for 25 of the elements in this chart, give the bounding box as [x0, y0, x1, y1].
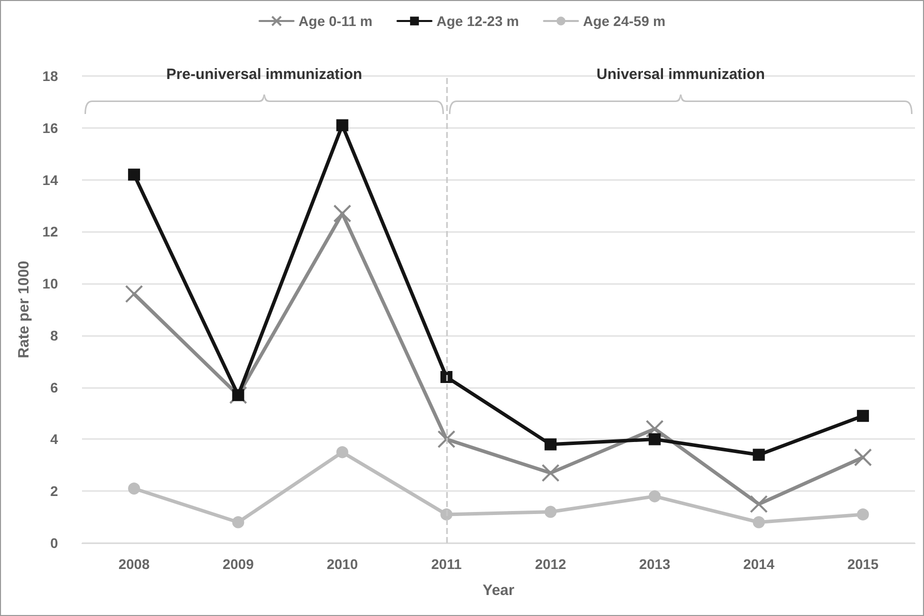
y-tick-label: 18 [42, 68, 58, 84]
x-tick-label: 2011 [431, 556, 462, 572]
x-tick-label: 2015 [847, 556, 879, 572]
x-tick-label: 2008 [118, 556, 150, 572]
y-tick-label: 16 [42, 120, 58, 136]
annotation: Pre-universal immunization [166, 66, 362, 83]
x-tick-label: 2010 [326, 556, 358, 572]
x-axis-title: Year [482, 582, 515, 599]
annotation: Universal immunization [596, 66, 765, 83]
legend-label: Age 0-11 m [298, 13, 372, 29]
y-tick-label: 14 [42, 172, 58, 188]
legend-label: Age 24-59 m [582, 13, 666, 29]
y-tick-label: 8 [50, 327, 58, 344]
y-tick-label: 4 [50, 431, 58, 448]
y-axis-title: Rate per 1000 [16, 260, 33, 358]
x-tick-label: 2014 [743, 556, 775, 572]
y-tick-label: 10 [42, 276, 58, 292]
x-tick-label: 2013 [639, 556, 670, 572]
y-tick-label: 2 [50, 483, 58, 500]
y-tick-label: 12 [42, 224, 58, 240]
legend-label: Age 12-23 m [436, 13, 519, 29]
y-tick-label: 0 [50, 535, 58, 551]
x-tick-label: 2009 [222, 556, 254, 572]
x-tick-label: 2012 [534, 556, 566, 572]
y-tick-label: 6 [50, 379, 58, 396]
